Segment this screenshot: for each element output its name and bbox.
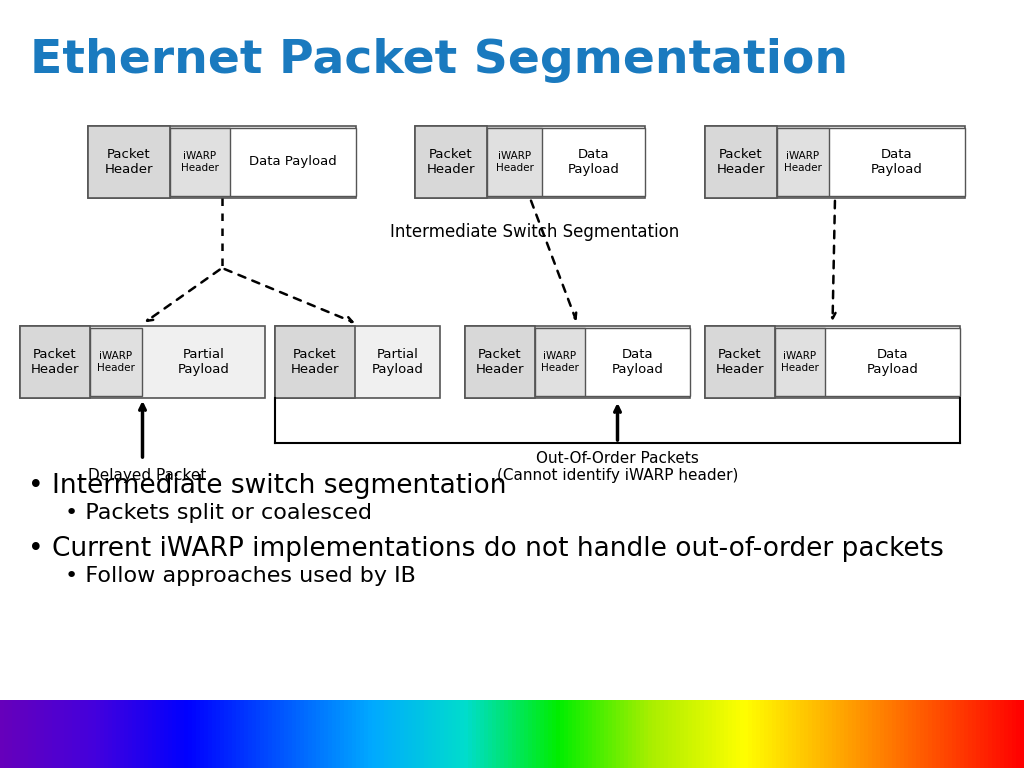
Text: Data
Payload: Data Payload	[611, 348, 664, 376]
Bar	[535, 328, 585, 396]
Text: Packet
Header: Packet Header	[716, 348, 764, 376]
Bar	[20, 326, 90, 398]
Text: Packet
Header: Packet Header	[31, 348, 79, 376]
Text: iWARP
Header: iWARP Header	[181, 151, 219, 173]
Text: Data
Payload: Data Payload	[567, 148, 620, 176]
Text: iWARP
Header: iWARP Header	[496, 151, 534, 173]
Bar	[170, 128, 356, 196]
Text: Packet
Header: Packet Header	[427, 148, 475, 176]
Bar	[465, 326, 535, 398]
Bar	[535, 328, 690, 396]
Text: NATIONAL LABORATORY: NATIONAL LABORATORY	[14, 752, 105, 761]
Bar	[487, 128, 542, 196]
Bar	[465, 326, 690, 398]
Text: Partial
Payload: Partial Payload	[177, 348, 229, 376]
Bar	[415, 126, 487, 198]
Text: Out-Of-Order Packets
(Cannot identify iWARP header): Out-Of-Order Packets (Cannot identify iW…	[497, 451, 738, 483]
Bar	[705, 126, 777, 198]
Text: Data
Payload: Data Payload	[871, 148, 923, 176]
Text: • Intermediate switch segmentation: • Intermediate switch segmentation	[28, 473, 507, 499]
Polygon shape	[82, 710, 100, 728]
Text: • Packets split or coalesced: • Packets split or coalesced	[65, 503, 372, 523]
Text: Intermediate Switch Segmentation: Intermediate Switch Segmentation	[390, 223, 679, 241]
Bar	[20, 326, 265, 398]
Text: Data
Payload: Data Payload	[866, 348, 919, 376]
Bar	[0, 700, 1024, 768]
Bar	[777, 128, 965, 196]
Bar	[88, 126, 170, 198]
Text: iWARP
Header: iWARP Header	[781, 351, 819, 372]
Bar	[170, 128, 230, 196]
Text: iWARP
Header: iWARP Header	[541, 351, 579, 372]
Bar	[775, 328, 825, 396]
Text: • Follow approaches used by IB: • Follow approaches used by IB	[65, 566, 416, 586]
Bar	[275, 326, 355, 398]
Text: Ethernet Packet Segmentation: Ethernet Packet Segmentation	[30, 38, 848, 83]
Text: Delayed Packet: Delayed Packet	[87, 468, 206, 483]
Bar	[705, 326, 961, 398]
Bar	[705, 326, 775, 398]
Polygon shape	[82, 710, 118, 756]
Bar	[487, 128, 645, 196]
Text: Packet
Header: Packet Header	[104, 148, 154, 176]
Text: Argonne: Argonne	[14, 708, 99, 726]
Text: iWARP
Header: iWARP Header	[97, 351, 135, 372]
Bar	[88, 126, 356, 198]
Bar	[775, 328, 961, 396]
Text: Packet
Header: Packet Header	[291, 348, 339, 376]
Bar	[275, 326, 440, 398]
Bar	[415, 126, 645, 198]
Bar	[705, 126, 965, 198]
Bar	[90, 328, 142, 396]
Text: Partial
Payload: Partial Payload	[372, 348, 424, 376]
Text: • Current iWARP implementations do not handle out-of-order packets: • Current iWARP implementations do not h…	[28, 536, 944, 562]
Text: iWARP
Header: iWARP Header	[784, 151, 822, 173]
Text: Data Payload: Data Payload	[249, 155, 337, 168]
Text: Packet
Header: Packet Header	[476, 348, 524, 376]
Text: Packet
Header: Packet Header	[717, 148, 765, 176]
Polygon shape	[82, 710, 100, 756]
Bar	[777, 128, 829, 196]
